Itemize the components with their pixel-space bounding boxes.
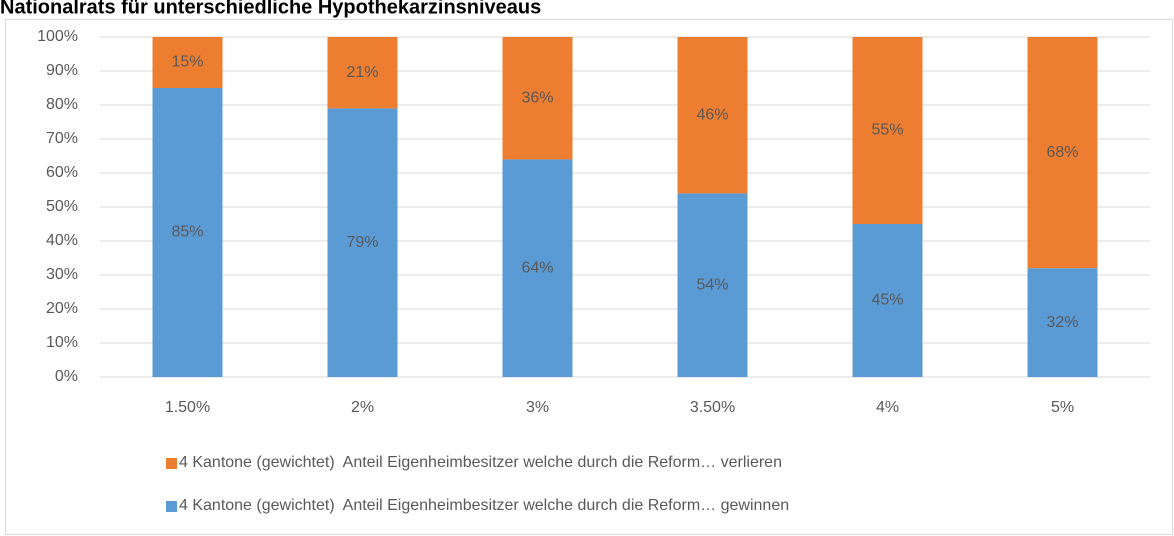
bar-segment	[502, 37, 573, 160]
legend-swatch	[166, 458, 177, 469]
bar-segment	[152, 37, 223, 88]
chart-title: Nationalrats für unterschiedliche Hypoth…	[0, 0, 541, 18]
legend-swatch	[166, 501, 177, 512]
y-tick-label: 40%	[46, 232, 78, 249]
bar-segment	[1027, 268, 1098, 377]
data-label: 79%	[346, 234, 378, 251]
bar-segment	[677, 193, 748, 377]
y-tick-label: 80%	[46, 96, 78, 113]
y-tick-label: 60%	[46, 164, 78, 181]
y-tick-label: 50%	[46, 198, 78, 215]
bar-segment	[502, 159, 573, 377]
bar-segment	[852, 224, 923, 377]
y-tick-label: 90%	[46, 62, 78, 79]
data-label: 55%	[871, 122, 903, 139]
legend-label: 4 Kantone (gewichtet) Anteil Eigenheimbe…	[179, 454, 782, 471]
bar-segment	[1027, 37, 1098, 269]
data-label: 15%	[171, 54, 203, 71]
y-tick-label: 30%	[46, 266, 78, 283]
y-tick-label: 0%	[55, 368, 78, 385]
y-tick-label: 20%	[46, 300, 78, 317]
x-tick-label: 3.50%	[690, 399, 735, 416]
x-tick-label: 3%	[526, 399, 549, 416]
data-label: 36%	[521, 89, 553, 106]
data-label: 54%	[696, 276, 728, 293]
data-label: 64%	[521, 259, 553, 276]
data-label: 32%	[1046, 314, 1078, 331]
y-tick-label: 100%	[37, 28, 78, 45]
bar-segment	[152, 88, 223, 377]
data-label: 45%	[871, 292, 903, 309]
data-label: 21%	[346, 64, 378, 81]
data-label: 85%	[171, 224, 203, 241]
x-tick-label: 2%	[351, 399, 374, 416]
y-tick-label: 10%	[46, 334, 78, 351]
y-tick-label: 70%	[46, 130, 78, 147]
data-label: 46%	[696, 106, 728, 123]
bar-segment	[327, 37, 398, 109]
legend-label: 4 Kantone (gewichtet) Anteil Eigenheimbe…	[179, 497, 789, 514]
bar-segment	[327, 108, 398, 378]
bar-segment	[677, 37, 748, 194]
x-tick-label: 1.50%	[165, 399, 210, 416]
data-label: 68%	[1046, 144, 1078, 161]
x-tick-label: 5%	[1051, 399, 1074, 416]
bar-segment	[852, 37, 923, 224]
x-tick-label: 4%	[876, 399, 899, 416]
